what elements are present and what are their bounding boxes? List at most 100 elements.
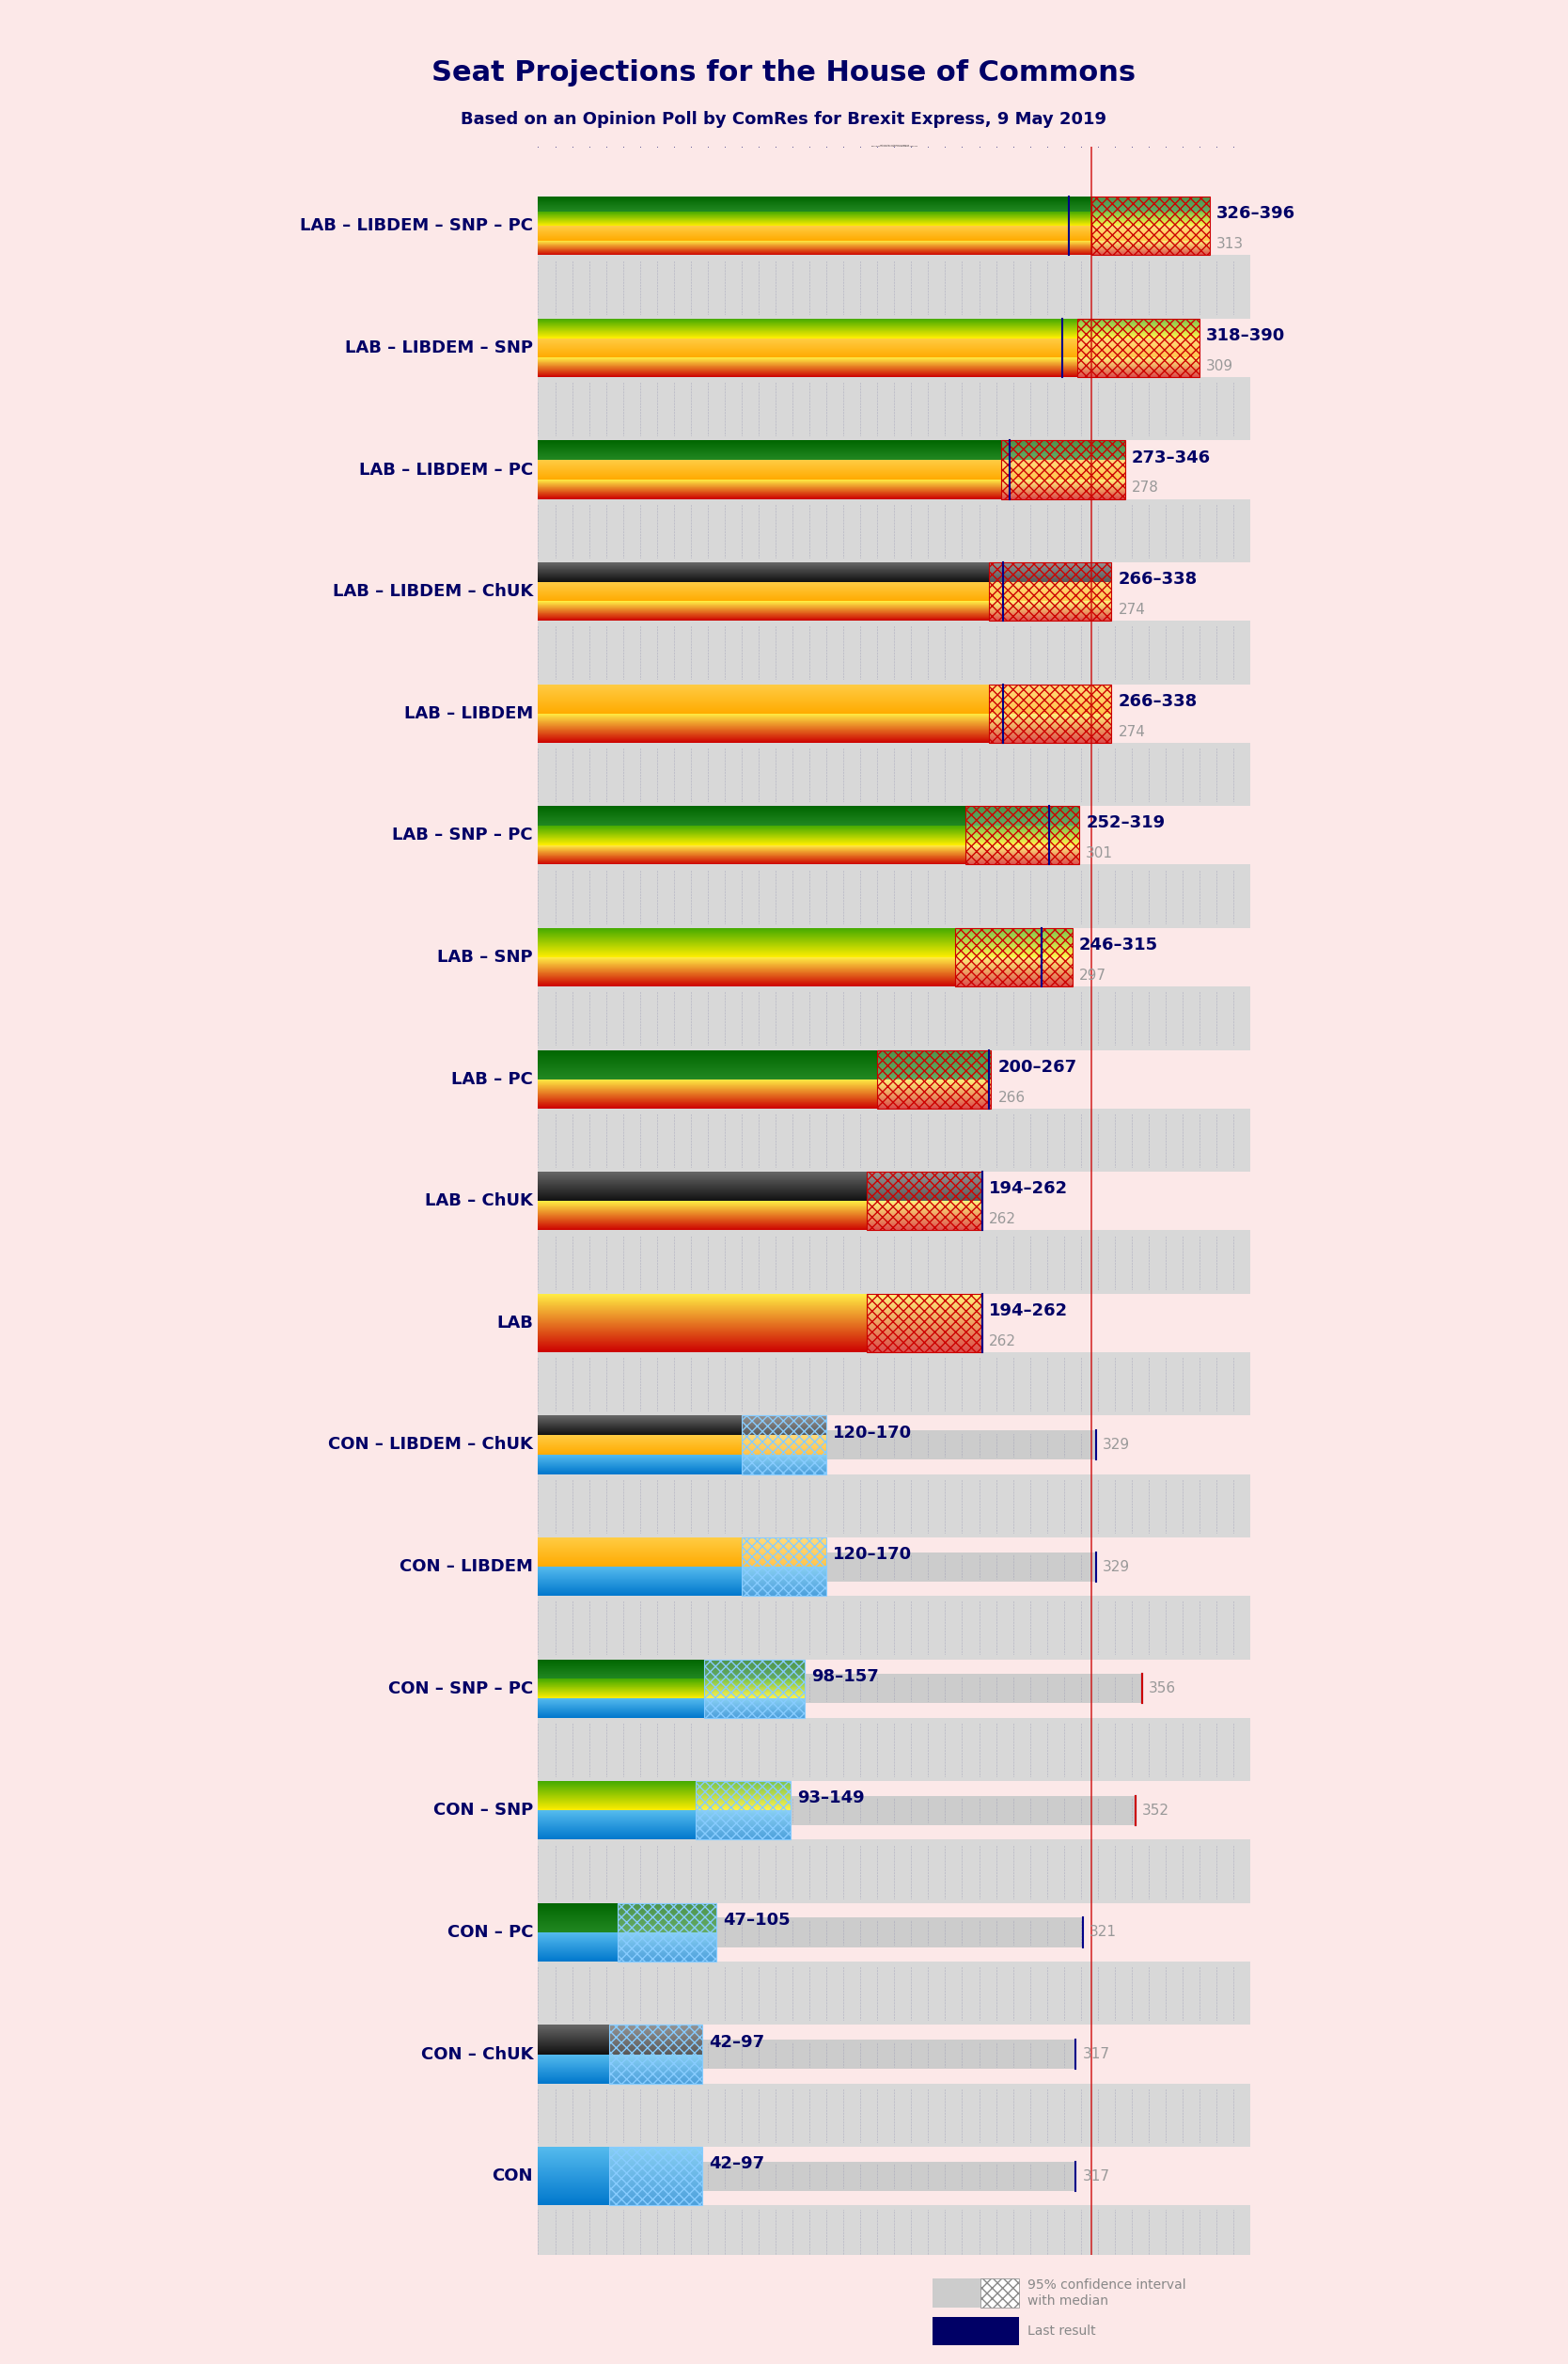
- Bar: [704, 1660, 804, 1719]
- Text: 352: 352: [1142, 1804, 1170, 1818]
- FancyBboxPatch shape: [538, 1352, 1250, 1416]
- FancyBboxPatch shape: [538, 2161, 1076, 2191]
- Text: 309: 309: [1206, 359, 1234, 374]
- Text: LAB – LIBDEM – PC: LAB – LIBDEM – PC: [359, 461, 533, 478]
- FancyBboxPatch shape: [538, 378, 1250, 440]
- FancyBboxPatch shape: [538, 1962, 1250, 2026]
- Text: 301: 301: [1087, 846, 1113, 860]
- Bar: [1091, 196, 1210, 255]
- FancyBboxPatch shape: [538, 1553, 1096, 1582]
- Bar: [696, 1780, 790, 1839]
- Bar: [742, 1537, 826, 1596]
- FancyBboxPatch shape: [538, 1109, 1250, 1173]
- FancyBboxPatch shape: [538, 1596, 1250, 1660]
- FancyBboxPatch shape: [538, 2206, 1250, 2269]
- FancyBboxPatch shape: [538, 865, 1250, 929]
- Text: 273–346: 273–346: [1132, 449, 1210, 466]
- FancyBboxPatch shape: [538, 986, 1250, 1050]
- Bar: [878, 1050, 991, 1109]
- Text: CON – ChUK: CON – ChUK: [420, 2045, 533, 2064]
- Bar: [989, 683, 1112, 742]
- Text: LAB – SNP – PC: LAB – SNP – PC: [392, 827, 533, 844]
- FancyBboxPatch shape: [538, 1674, 1142, 1702]
- Bar: [955, 929, 1073, 986]
- Text: Last result: Last result: [1027, 2324, 1096, 2338]
- Bar: [704, 1660, 804, 1719]
- Text: 317: 317: [1082, 2047, 1110, 2061]
- Text: 262: 262: [989, 1213, 1016, 1227]
- Text: 326–396: 326–396: [1217, 206, 1295, 222]
- Text: 278: 278: [1132, 480, 1159, 494]
- FancyBboxPatch shape: [538, 1797, 1135, 1825]
- Bar: [742, 1537, 826, 1596]
- Text: CON – LIBDEM: CON – LIBDEM: [400, 1558, 533, 1574]
- Bar: [867, 1173, 983, 1229]
- Text: 194–262: 194–262: [989, 1180, 1068, 1196]
- Text: 120–170: 120–170: [833, 1423, 913, 1442]
- Text: LAB – LIBDEM: LAB – LIBDEM: [405, 704, 533, 721]
- Text: LAB – PC: LAB – PC: [452, 1071, 533, 1087]
- Bar: [878, 1050, 991, 1109]
- Bar: [1000, 440, 1124, 499]
- Text: 318–390: 318–390: [1206, 326, 1286, 345]
- Text: CON: CON: [492, 2168, 533, 2184]
- FancyBboxPatch shape: [538, 622, 1250, 683]
- Bar: [989, 563, 1112, 622]
- Text: CON – SNP – PC: CON – SNP – PC: [387, 1681, 533, 1697]
- Text: 120–170: 120–170: [833, 1546, 913, 1563]
- Bar: [696, 1780, 790, 1839]
- Text: 194–262: 194–262: [989, 1303, 1068, 1319]
- Text: 356: 356: [1149, 1681, 1176, 1695]
- Bar: [955, 929, 1073, 986]
- Bar: [867, 1173, 983, 1229]
- Bar: [742, 1416, 826, 1475]
- Bar: [742, 1416, 826, 1475]
- Title: Seat Projections for the House of Commons
Based on an Opinion Poll by ComRes for: Seat Projections for the House of Common…: [872, 144, 917, 147]
- Text: 266: 266: [997, 1090, 1025, 1104]
- Text: LAB: LAB: [497, 1314, 533, 1331]
- Text: 246–315: 246–315: [1079, 936, 1159, 953]
- Text: LAB – SNP: LAB – SNP: [437, 948, 533, 967]
- Bar: [867, 1293, 983, 1352]
- Text: 42–97: 42–97: [709, 2156, 765, 2173]
- FancyBboxPatch shape: [538, 1839, 1250, 1903]
- FancyBboxPatch shape: [538, 499, 1250, 563]
- Text: 42–97: 42–97: [709, 2033, 765, 2050]
- Text: 274: 274: [1118, 603, 1145, 617]
- Bar: [618, 1903, 717, 1962]
- Bar: [1091, 196, 1210, 255]
- Bar: [610, 2147, 702, 2206]
- Text: CON – PC: CON – PC: [447, 1924, 533, 1941]
- Bar: [966, 806, 1079, 865]
- Text: LAB – LIBDEM – SNP – PC: LAB – LIBDEM – SNP – PC: [299, 217, 533, 234]
- FancyBboxPatch shape: [538, 2040, 1076, 2068]
- Bar: [610, 2147, 702, 2206]
- Text: 252–319: 252–319: [1087, 816, 1165, 832]
- Text: 93–149: 93–149: [798, 1790, 866, 1806]
- FancyBboxPatch shape: [538, 742, 1250, 806]
- FancyBboxPatch shape: [538, 1917, 1082, 1948]
- Text: 274: 274: [1118, 726, 1145, 740]
- Text: 317: 317: [1082, 2170, 1110, 2184]
- Bar: [610, 2026, 702, 2083]
- Text: Seat Projections for the House of Commons: Seat Projections for the House of Common…: [431, 59, 1137, 87]
- Bar: [966, 806, 1079, 865]
- Text: CON – LIBDEM – ChUK: CON – LIBDEM – ChUK: [328, 1437, 533, 1454]
- Bar: [1077, 319, 1200, 378]
- Text: 95% confidence interval
with median: 95% confidence interval with median: [1027, 2279, 1185, 2307]
- Text: LAB – LIBDEM – ChUK: LAB – LIBDEM – ChUK: [332, 584, 533, 600]
- FancyBboxPatch shape: [538, 1719, 1250, 1780]
- Text: 266–338: 266–338: [1118, 572, 1198, 589]
- Text: 47–105: 47–105: [723, 1912, 790, 1929]
- Text: CON – SNP: CON – SNP: [433, 1801, 533, 1818]
- FancyBboxPatch shape: [538, 1229, 1250, 1293]
- Text: LAB – ChUK: LAB – ChUK: [425, 1191, 533, 1210]
- Text: 313: 313: [1217, 236, 1243, 251]
- Bar: [1077, 319, 1200, 378]
- Text: 329: 329: [1102, 1560, 1131, 1574]
- Text: 297: 297: [1079, 969, 1107, 983]
- Bar: [989, 683, 1112, 742]
- Text: 266–338: 266–338: [1118, 693, 1198, 709]
- Bar: [610, 2026, 702, 2083]
- FancyBboxPatch shape: [538, 1430, 1096, 1459]
